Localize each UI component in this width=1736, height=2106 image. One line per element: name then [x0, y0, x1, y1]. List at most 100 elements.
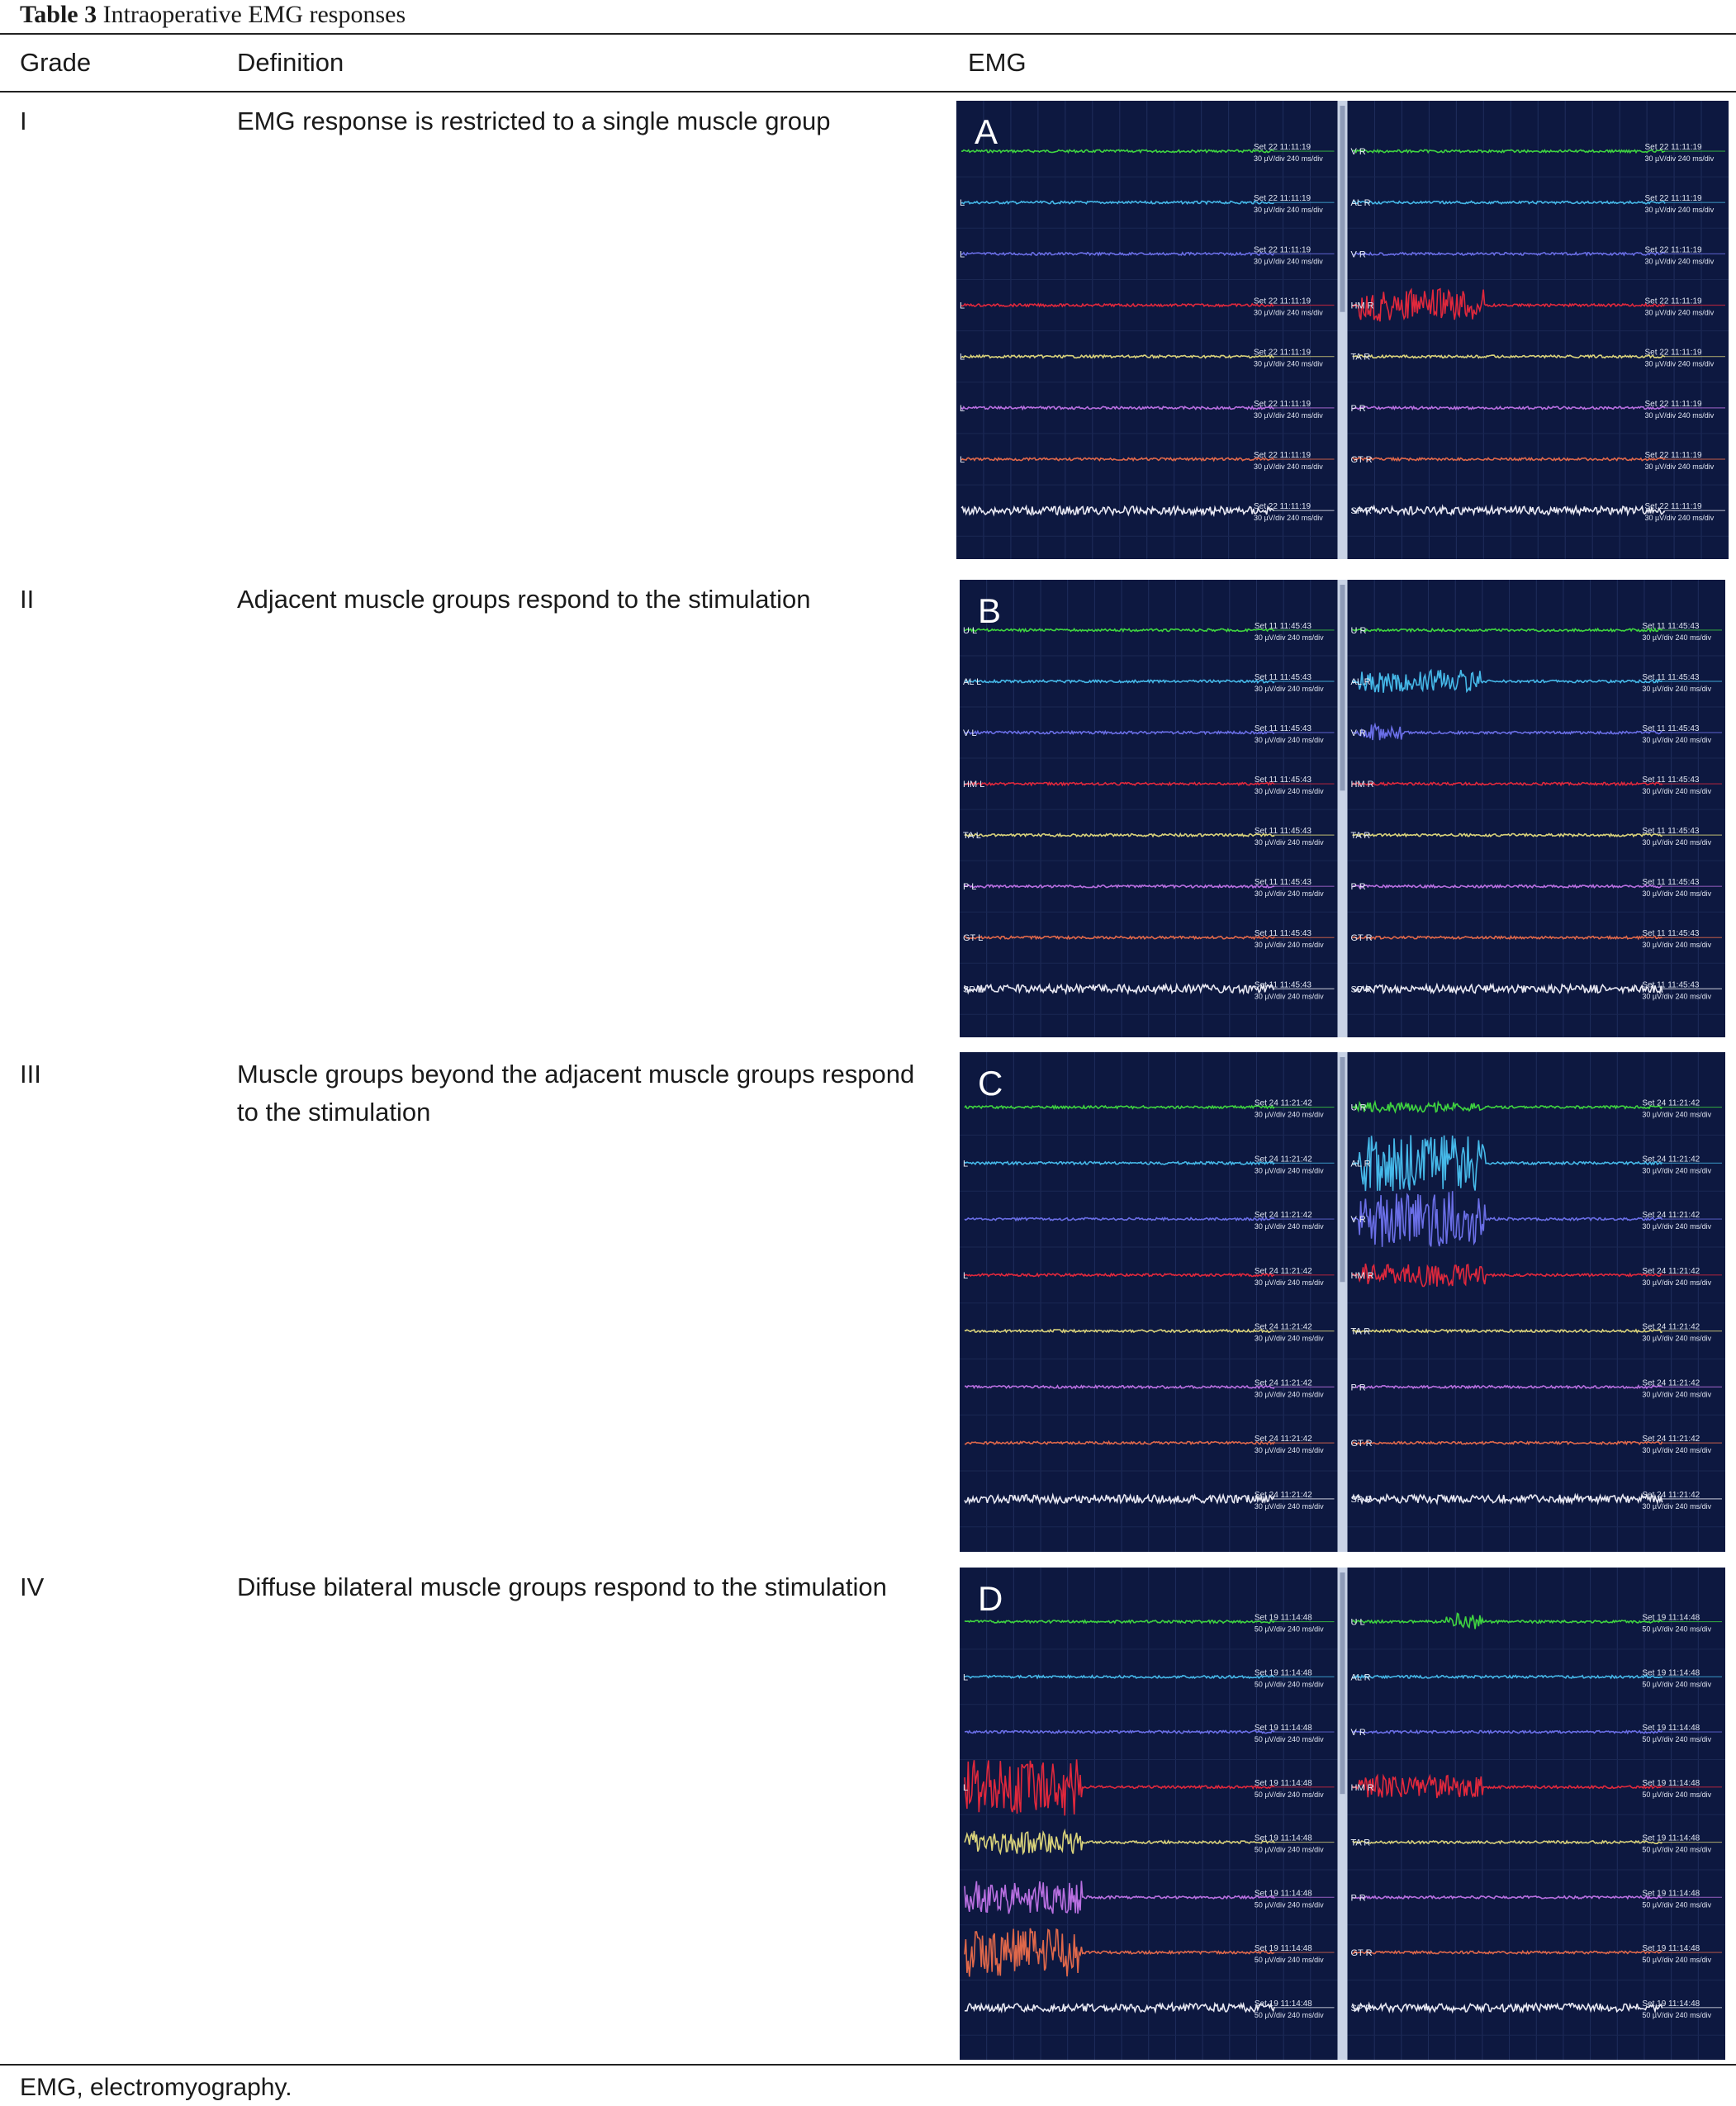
channel-label: HM R [1351, 1783, 1374, 1793]
emg-trace [1351, 149, 1666, 154]
scale-label: 30 µV/div 240 ms/div [1254, 206, 1323, 214]
scale-label: 30 µV/div 240 ms/div [1255, 685, 1324, 693]
timestamp-label: Set 24 11:21:42 [1642, 1211, 1700, 1220]
timestamp-label: Set 19 11:14:48 [1642, 1614, 1700, 1623]
timestamp-label: Set 11 11:45:43 [1642, 980, 1700, 989]
emg-trace [964, 1828, 1275, 1856]
channel-label: TA L [963, 831, 981, 841]
scale-label: 30 µV/div 240 ms/div [1642, 1446, 1711, 1454]
timestamp-label: Set 19 11:14:48 [1642, 1668, 1700, 1677]
panel-letter: C [978, 1064, 1003, 1103]
emg-trace [1351, 1773, 1662, 1799]
right-screen: U R Set 11 11:45:43 30 µV/div 240 ms/div AL… [1347, 580, 1725, 1037]
channel-label: TA R [1351, 831, 1371, 841]
right-screen: U R Set 24 11:21:42 30 µV/div 240 ms/div AL… [1347, 1052, 1725, 1552]
scale-label: 50 µV/div 240 ms/div [1255, 1956, 1324, 1964]
channel-label: AL R [1351, 1672, 1371, 1682]
channel-label: SP R [1351, 984, 1373, 994]
channel-label: TA R [1351, 1327, 1371, 1337]
channel-label: P R [1351, 1383, 1366, 1392]
scale-label: 30 µV/div 240 ms/div [1255, 1222, 1324, 1231]
scale-label: 30 µV/div 240 ms/div [1254, 309, 1323, 317]
emg-trace [1351, 287, 1666, 322]
channel-label: HM R [1351, 780, 1374, 790]
scale-label: 30 µV/div 240 ms/div [1642, 685, 1711, 693]
emg-trace [964, 982, 1275, 996]
emg-trace [1352, 1099, 1663, 1114]
scale-label: 30 µV/div 240 ms/div [1642, 1335, 1711, 1343]
scale-label: 30 µV/div 240 ms/div [1255, 1166, 1324, 1174]
scale-label: 50 µV/div 240 ms/div [1255, 1900, 1324, 1909]
timestamp-label: Set 24 11:21:42 [1642, 1378, 1700, 1387]
emg-trace [1351, 1191, 1663, 1247]
emg-trace [964, 1104, 1275, 1110]
emg-screen: Set 19 11:14:48 50 µV/div 240 ms/div L Set … [960, 1568, 1725, 2060]
channel-label: V R [1351, 728, 1366, 738]
scale-label: 30 µV/div 240 ms/div [1642, 1502, 1711, 1511]
scale-label: 50 µV/div 240 ms/div [1642, 1900, 1711, 1909]
timestamp-label: Set 11 11:45:43 [1255, 929, 1312, 938]
timestamp-label: Set 11 11:45:43 [1642, 929, 1700, 938]
timestamp-label: Set 11 11:45:43 [1255, 980, 1312, 989]
emg-trace [1351, 200, 1666, 206]
channel-label: L [960, 198, 965, 208]
scale-label: 50 µV/div 240 ms/div [1642, 2011, 1711, 2019]
row-2-definition: Adjacent muscle groups respond to the st… [237, 585, 811, 614]
emg-trace [965, 1440, 1275, 1445]
timestamp-label: Set 22 11:11:19 [1644, 400, 1702, 409]
emg-trace [964, 1217, 1275, 1222]
scale-label: 30 µV/div 240 ms/div [1255, 1111, 1324, 1119]
scale-label: 30 µV/div 240 ms/div [1644, 309, 1714, 317]
timestamp-label: Set 19 11:14:48 [1255, 1668, 1312, 1677]
left-screen: U L Set 11 11:45:43 30 µV/div 240 ms/div AL… [960, 580, 1338, 1037]
emg-trace [964, 832, 1275, 838]
emg-trace [1351, 1492, 1663, 1506]
timestamp-label: Set 11 11:45:43 [1255, 622, 1312, 631]
channel-label: SP L [963, 984, 983, 994]
timestamp-label: Set 11 11:45:43 [1255, 878, 1312, 887]
emg-panel-b: U L Set 11 11:45:43 30 µV/div 240 ms/div AL… [960, 580, 1725, 1037]
timestamp-label: Set 19 11:14:48 [1255, 1999, 1312, 2009]
timestamp-label: Set 11 11:45:43 [1255, 673, 1312, 682]
emg-trace [1352, 1384, 1662, 1390]
timestamp-label: Set 22 11:11:19 [1644, 297, 1702, 306]
row-2-grade: II [20, 585, 35, 614]
timestamp-label: Set 24 11:21:42 [1642, 1491, 1700, 1500]
emg-trace [1352, 1263, 1662, 1288]
emg-trace [964, 627, 1275, 633]
emg-trace [964, 1759, 1275, 1816]
emg-trace [1351, 1440, 1663, 1446]
channel-label: V R [1351, 249, 1366, 259]
timestamp-label: Set 19 11:14:48 [1255, 1724, 1312, 1733]
scale-label: 50 µV/div 240 ms/div [1255, 1791, 1324, 1799]
channel-label: U R [1351, 1103, 1367, 1113]
channel-label: AL R [1351, 198, 1371, 208]
channel-label: U L [963, 626, 977, 636]
channel-label: L [963, 1271, 968, 1281]
emg-trace [1352, 251, 1666, 257]
emg-trace [1352, 1839, 1663, 1845]
scale-label: 30 µV/div 240 ms/div [1644, 360, 1714, 368]
channel-label: L [960, 455, 965, 465]
timestamp-label: Set 22 11:11:19 [1254, 502, 1311, 511]
timestamp-label: Set 19 11:14:48 [1642, 1724, 1700, 1733]
timestamp-label: Set 24 11:21:42 [1255, 1491, 1312, 1500]
channel-label: V R [1351, 147, 1366, 157]
scale-label: 30 µV/div 240 ms/div [1255, 941, 1324, 949]
scale-label: 30 µV/div 240 ms/div [1255, 1502, 1324, 1511]
timestamp-label: Set 11 11:45:43 [1642, 878, 1700, 887]
scale-label: 30 µV/div 240 ms/div [1254, 462, 1323, 471]
channel-label: GT R [1351, 455, 1373, 465]
channel-label: L [963, 1783, 968, 1793]
emg-trace [964, 678, 1275, 685]
channel-label: AL L [963, 677, 981, 687]
scale-label: 30 µV/div 240 ms/div [1254, 514, 1323, 522]
scale-label: 50 µV/div 240 ms/div [1642, 1735, 1711, 1743]
emg-trace [1352, 982, 1663, 995]
header-grade: Grade [20, 48, 92, 77]
emg-trace [964, 1928, 1275, 1977]
channel-label: AL R [1351, 677, 1371, 687]
emg-screen: U L Set 11 11:45:43 30 µV/div 240 ms/div AL… [960, 580, 1725, 1037]
emg-trace [964, 1619, 1275, 1625]
scale-label: 50 µV/div 240 ms/div [1255, 1735, 1324, 1743]
